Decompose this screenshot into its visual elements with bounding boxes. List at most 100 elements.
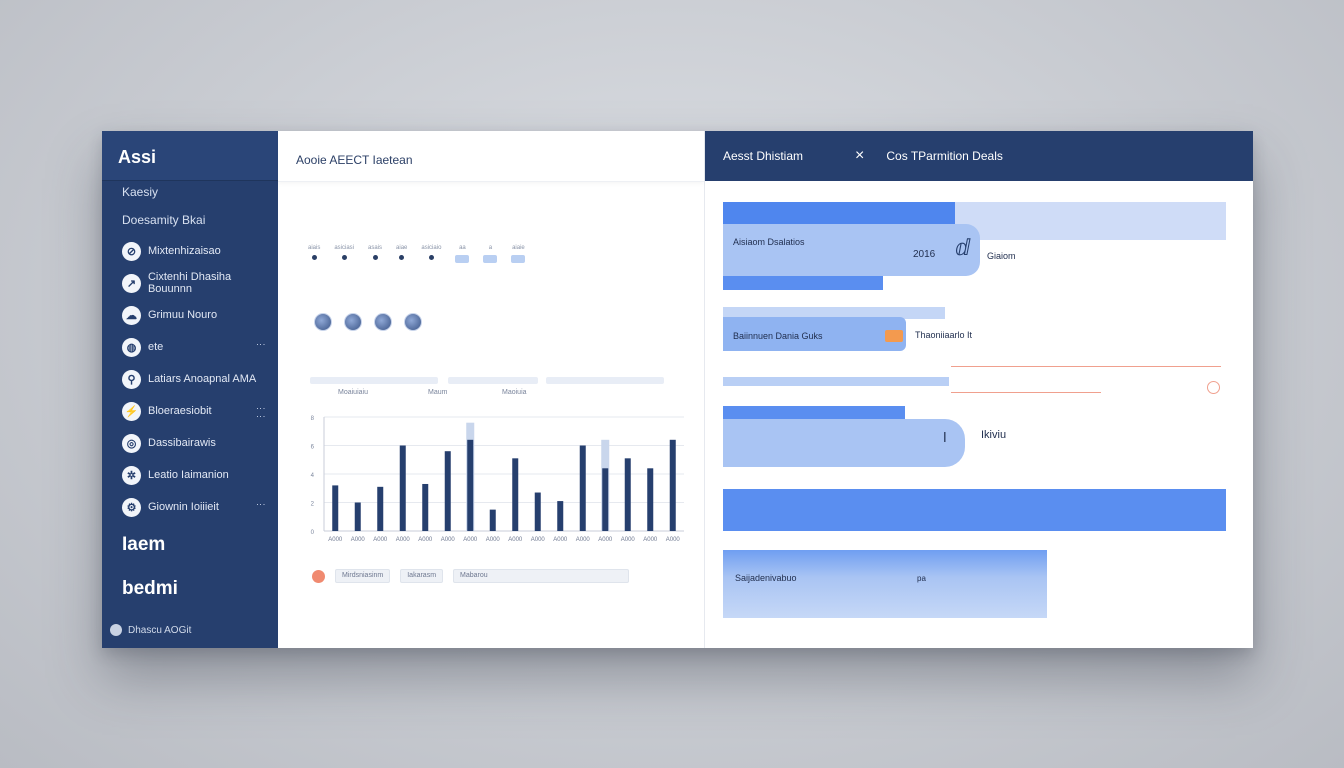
bar bbox=[557, 501, 564, 531]
settings-icon: ✲ bbox=[122, 465, 141, 485]
y-tick-label: 6 bbox=[311, 445, 315, 451]
bar bbox=[377, 486, 384, 531]
more-icon[interactable]: ⋮ bbox=[256, 500, 266, 508]
detail-side: Ikiviu bbox=[981, 429, 1007, 441]
legend-label: aiais bbox=[308, 245, 321, 251]
details-panel: Aesst Dhistiam × Cos TParmition Deals Ai… bbox=[705, 131, 1253, 648]
sidebar-item-5[interactable]: ⚡ Bloeraesiobit ⋮⋮ bbox=[102, 395, 278, 427]
sidebar-item-2[interactable]: ☁ Grimuu Nouro bbox=[102, 299, 278, 331]
range-label: Moaiuiaiu bbox=[338, 389, 368, 396]
detail-bar bbox=[723, 307, 945, 319]
filter-chip[interactable]: Iakarasm bbox=[400, 569, 444, 583]
y-tick-label: 8 bbox=[311, 416, 315, 422]
primary-bar[interactable] bbox=[723, 489, 1226, 531]
globe-icon[interactable] bbox=[344, 313, 362, 331]
legend-item[interactable]: aiais bbox=[308, 245, 320, 263]
sidebar-item-label: Dassibairawis bbox=[148, 437, 216, 449]
x-tick-label: A000 bbox=[553, 537, 568, 543]
legend-item[interactable]: asiciaio bbox=[421, 245, 441, 263]
legend-label: a bbox=[488, 245, 493, 251]
sidebar-item-3[interactable]: ◍ ete ⋮ bbox=[102, 331, 278, 363]
plug-icon: ⚡ bbox=[122, 401, 141, 421]
bar bbox=[512, 458, 519, 531]
legend-item[interactable]: aiae bbox=[396, 245, 407, 263]
sidebar-item-1[interactable]: ↗ Cixtenhi Dhasiha Bouunnn bbox=[102, 267, 278, 299]
bar bbox=[602, 468, 609, 531]
more-icon[interactable]: ⋮⋮ bbox=[256, 404, 266, 420]
cursor-icon: ǀ bbox=[943, 429, 947, 445]
legend-dot bbox=[372, 255, 378, 260]
x-tick-label: A000 bbox=[508, 537, 523, 543]
legend-row: aiais asiciasi asais aiae asiciaio aa a … bbox=[308, 245, 526, 263]
y-tick-label: 4 bbox=[311, 473, 315, 479]
bar bbox=[489, 509, 496, 531]
range-track bbox=[310, 377, 438, 384]
globe-icon[interactable] bbox=[404, 313, 422, 331]
tab-details[interactable]: Cos TParmition Deals bbox=[886, 149, 1003, 163]
legend-item[interactable]: asais bbox=[368, 245, 382, 263]
detail-label: Baiinnuen Dania Guks bbox=[733, 331, 823, 341]
sidebar-item-8[interactable]: ⚙ Giownin Ioiiieit ⋮ bbox=[102, 491, 278, 523]
details-title: Aesst Dhistiam bbox=[723, 149, 804, 163]
detail-label: Saijadenivabuo bbox=[735, 573, 797, 583]
sidebar-item-7[interactable]: ✲ Leatio Iaimanion bbox=[102, 459, 278, 491]
legend-dot bbox=[341, 255, 347, 260]
detail-value: pa bbox=[917, 574, 926, 583]
sidebar-item-0[interactable]: ⊘ Mixtenhizaisao bbox=[102, 235, 278, 267]
sidebar-title: Assi bbox=[102, 131, 278, 181]
chart-icon: ↗ bbox=[122, 273, 141, 293]
legend-item[interactable]: aiaie bbox=[511, 245, 526, 263]
filter-chip[interactable]: Mirdsniasinm bbox=[335, 569, 391, 583]
bar-chart: 8 6 4 2 0 A000 A000 A000 A000 A000 A000 A000 A000 A00… bbox=[311, 416, 684, 543]
target-icon: ◎ bbox=[122, 433, 141, 453]
bar bbox=[534, 492, 541, 531]
x-tick-label: A000 bbox=[373, 537, 388, 543]
sidebar-item-label: Grimuu Nouro bbox=[148, 309, 218, 321]
legend-item[interactable]: asiciasi bbox=[334, 245, 354, 263]
legend-dot bbox=[428, 255, 434, 260]
sidebar: Assi Kaesiy Doesamity Bkai ⊘ Mixtenhizai… bbox=[102, 131, 278, 648]
x-tick-label: A000 bbox=[643, 537, 658, 543]
flag-icon[interactable] bbox=[885, 330, 903, 342]
x-tick-label: A000 bbox=[486, 537, 501, 543]
sidebar-item-6[interactable]: ◎ Dassibairawis bbox=[102, 427, 278, 459]
x-tick-label: A000 bbox=[531, 537, 546, 543]
sidebar-heading[interactable]: Iaem bbox=[122, 534, 166, 555]
sidebar-item-label: Cixtenhi Dhasiha Bouunnn bbox=[147, 271, 232, 295]
bar bbox=[467, 439, 474, 531]
sidebar-item-4[interactable]: ⚲ Latiars Anoapnal AMA bbox=[102, 363, 278, 395]
edit-icon[interactable]: ⅆ bbox=[955, 235, 971, 260]
gear-icon: ⚙ bbox=[122, 497, 141, 517]
details-header: Aesst Dhistiam × Cos TParmition Deals bbox=[705, 131, 1253, 181]
legend-label: asiciaio bbox=[421, 245, 442, 251]
sidebar-item-label: Giownin Ioiiieit bbox=[148, 501, 219, 513]
divider bbox=[951, 392, 1101, 393]
link-icon: ⊘ bbox=[122, 241, 141, 261]
x-tick-label: A000 bbox=[621, 537, 636, 543]
globe-icon[interactable] bbox=[374, 313, 392, 331]
slider-track[interactable] bbox=[723, 377, 949, 386]
filter-chip[interactable]: Mabarou bbox=[453, 569, 630, 583]
legend-label: asiciasi bbox=[334, 245, 355, 251]
sidebar-heading-2[interactable]: bedmi bbox=[122, 578, 178, 599]
sidebar-section[interactable]: Doesamity Bkai bbox=[122, 213, 206, 227]
x-tick-label: A000 bbox=[441, 537, 456, 543]
more-icon[interactable]: ⋮ bbox=[256, 340, 266, 348]
globe-icon[interactable] bbox=[314, 313, 332, 331]
detail-card[interactable] bbox=[723, 550, 1047, 618]
legend-pill bbox=[455, 255, 470, 263]
close-icon[interactable]: × bbox=[855, 147, 865, 164]
detail-card[interactable] bbox=[723, 224, 980, 276]
legend-item[interactable]: aa bbox=[455, 245, 470, 263]
sidebar-item-label: Leatio Iaimanion bbox=[148, 469, 229, 481]
radio-icon[interactable] bbox=[1207, 381, 1220, 394]
legend-label: aa bbox=[459, 245, 466, 251]
sidebar-item-label: Mixtenhizaisao bbox=[148, 245, 221, 257]
x-tick-label: A000 bbox=[463, 537, 478, 543]
cloud-icon: ☁ bbox=[122, 305, 141, 325]
sidebar-footer[interactable]: Dhascu AOGit bbox=[110, 624, 191, 636]
detail-card[interactable] bbox=[723, 317, 906, 351]
legend-item[interactable]: a bbox=[483, 245, 498, 263]
legend-label: aiaie bbox=[512, 245, 525, 251]
detail-card[interactable] bbox=[723, 419, 965, 467]
